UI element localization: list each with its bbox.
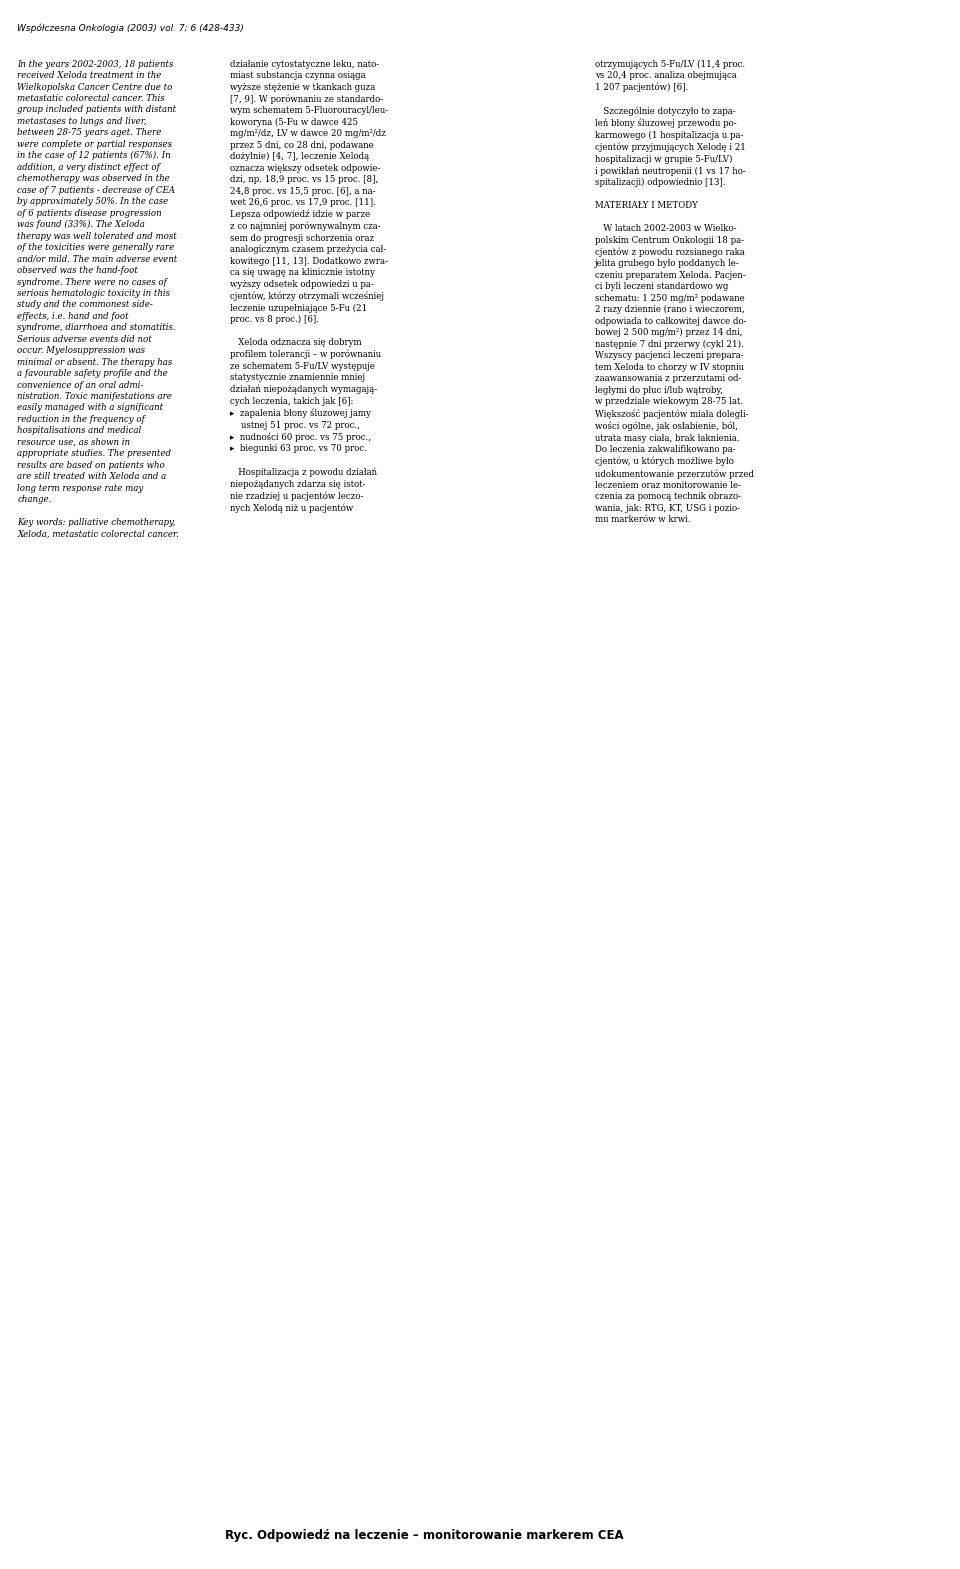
Text: 9: 9 [920,1285,926,1296]
Text: 4: 4 [698,1285,706,1296]
Bar [355,1298,383,1301]
Text: 6: 6 [883,1285,890,1296]
Text: 16: 16 [769,1285,782,1296]
Text: 3: 3 [735,1285,742,1296]
Text: 18: 18 [362,1285,376,1296]
Bar [761,1238,789,1298]
Bar [393,1298,420,1385]
Bar [873,1225,900,1298]
Text: Współczesna Onkologia (2003) vol. 7; 6 (428-433): Współczesna Onkologia (2003) vol. 7; 6 (… [17,24,244,33]
Text: 2: 2 [440,1285,446,1296]
Text: 13: 13 [325,1285,339,1296]
Bar [467,1298,493,1316]
Text: 11: 11 [842,1285,856,1296]
X-axis label: numer pacjenta: numer pacjenta [565,1465,654,1476]
Text: 7: 7 [514,1285,520,1296]
Bar [540,1279,567,1298]
Bar [835,1227,863,1298]
Text: 1: 1 [550,1285,558,1296]
Bar [319,1298,347,1423]
Bar [613,1269,641,1298]
Text: 17: 17 [473,1285,487,1296]
Bar [687,1250,715,1298]
Bar [577,1276,605,1298]
Bar [281,1298,309,1439]
Y-axis label: regresja zmian w proc.: regresja zmian w proc. [214,1252,225,1379]
Bar [799,1236,827,1298]
Bar [909,1222,937,1298]
Text: 5: 5 [588,1285,594,1296]
Text: Ryc. Odpowiedź na leczenie – monitorowanie markerem CEA: Ryc. Odpowiedź na leczenie – monitorowan… [226,1530,624,1542]
Text: In the years 2002-2003, 18 patients
received Xeloda treatment in the
Wielkopolsk: In the years 2002-2003, 18 patients rece… [17,60,180,538]
Text: 14: 14 [658,1285,672,1296]
Text: 10: 10 [621,1285,635,1296]
Bar [429,1298,457,1343]
Text: działanie cytostatyczne leku, nato-
miast substancja czynna osiąga
wyższe stężen: działanie cytostatyczne leku, nato- mias… [230,60,389,513]
Text: 8: 8 [292,1285,299,1296]
Text: 15: 15 [805,1285,820,1296]
Bar [651,1269,679,1298]
Text: otrzymujących 5-Fu/LV (11,4 proc.
vs 20,4 proc. analiza obejmująca
1 207 pacjent: otrzymujących 5-Fu/LV (11,4 proc. vs 20,… [595,60,755,524]
Text: 12: 12 [399,1285,413,1296]
Bar [725,1247,753,1298]
